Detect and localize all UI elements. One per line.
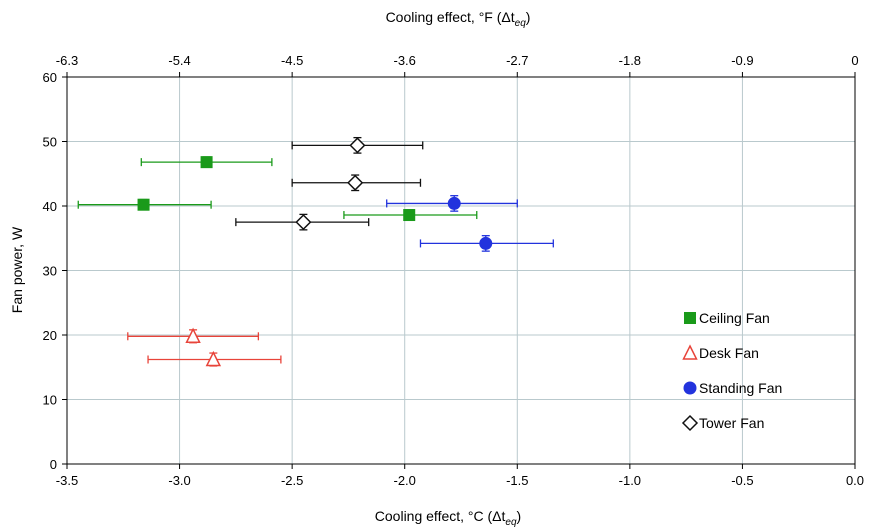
legend-label: Desk Fan (699, 345, 759, 361)
legend-label: Standing Fan (699, 380, 782, 396)
y-axis-title: Fan power, W (9, 226, 25, 313)
y-tick-label: 60 (43, 70, 57, 85)
y-tick-label: 10 (43, 393, 57, 408)
x2-tick-label: -0.9 (731, 53, 753, 68)
y-tick-label: 40 (43, 199, 57, 214)
x-tick-label: -1.0 (619, 473, 641, 488)
series-ceiling-fan (77, 156, 478, 222)
x2-tick-label: 0 (851, 53, 858, 68)
x-axis-title: Cooling effect, °C (Δteq) (375, 508, 521, 528)
x-axis-ticks: -3.5 -3.0 -2.5 -2.0 -1.5 -1.0 -0.5 0.0 (56, 464, 864, 488)
data-point (205, 350, 222, 367)
x2-tick-label: -4.5 (281, 53, 303, 68)
data-point (200, 156, 213, 169)
x2-axis-ticks: -6.3 -5.4 -4.5 -3.6 -2.7 -1.8 -0.9 0 (56, 53, 859, 77)
series-standing-fan (386, 195, 554, 252)
x2-tick-label: -3.6 (394, 53, 416, 68)
legend-marker-ceiling-fan (684, 312, 696, 324)
x2-tick-label: -5.4 (168, 53, 190, 68)
x2-tick-label: -1.8 (619, 53, 641, 68)
series-tower-fan (235, 136, 424, 231)
legend: Ceiling Fan Desk Fan Standing Fan Tower Fan (681, 310, 782, 432)
x-tick-label: 0.0 (846, 473, 864, 488)
legend-label: Tower Fan (699, 415, 764, 431)
legend-label: Ceiling Fan (699, 310, 770, 326)
x2-tick-label: -6.3 (56, 53, 78, 68)
x2-tick-label: -2.7 (506, 53, 528, 68)
legend-marker-tower-fan (681, 414, 699, 432)
x-tick-label: -1.5 (506, 473, 528, 488)
data-point (137, 198, 150, 211)
x-tick-label: -2.0 (394, 473, 416, 488)
data-point (447, 196, 461, 210)
data-series (77, 136, 554, 367)
data-point (347, 174, 364, 191)
y-tick-label: 0 (50, 457, 57, 472)
y-tick-label: 20 (43, 328, 57, 343)
y-tick-label: 50 (43, 135, 57, 150)
data-point (479, 236, 493, 250)
y-tick-label: 30 (43, 264, 57, 279)
legend-marker-standing-fan (683, 381, 697, 395)
data-point (295, 214, 312, 231)
data-point (349, 137, 366, 154)
y-axis-ticks: 0 10 20 30 40 50 60 (43, 70, 67, 472)
data-point (403, 209, 416, 222)
x-tick-label: -3.0 (168, 473, 190, 488)
x-tick-label: -2.5 (281, 473, 303, 488)
data-point (185, 327, 201, 344)
x-tick-label: -3.5 (56, 473, 78, 488)
x2-axis-title: Cooling effect, °F (Δteq) (386, 9, 531, 29)
legend-marker-desk-fan (682, 344, 698, 360)
series-desk-fan (127, 327, 282, 367)
x-tick-label: -0.5 (731, 473, 753, 488)
grid-lines (67, 77, 855, 464)
